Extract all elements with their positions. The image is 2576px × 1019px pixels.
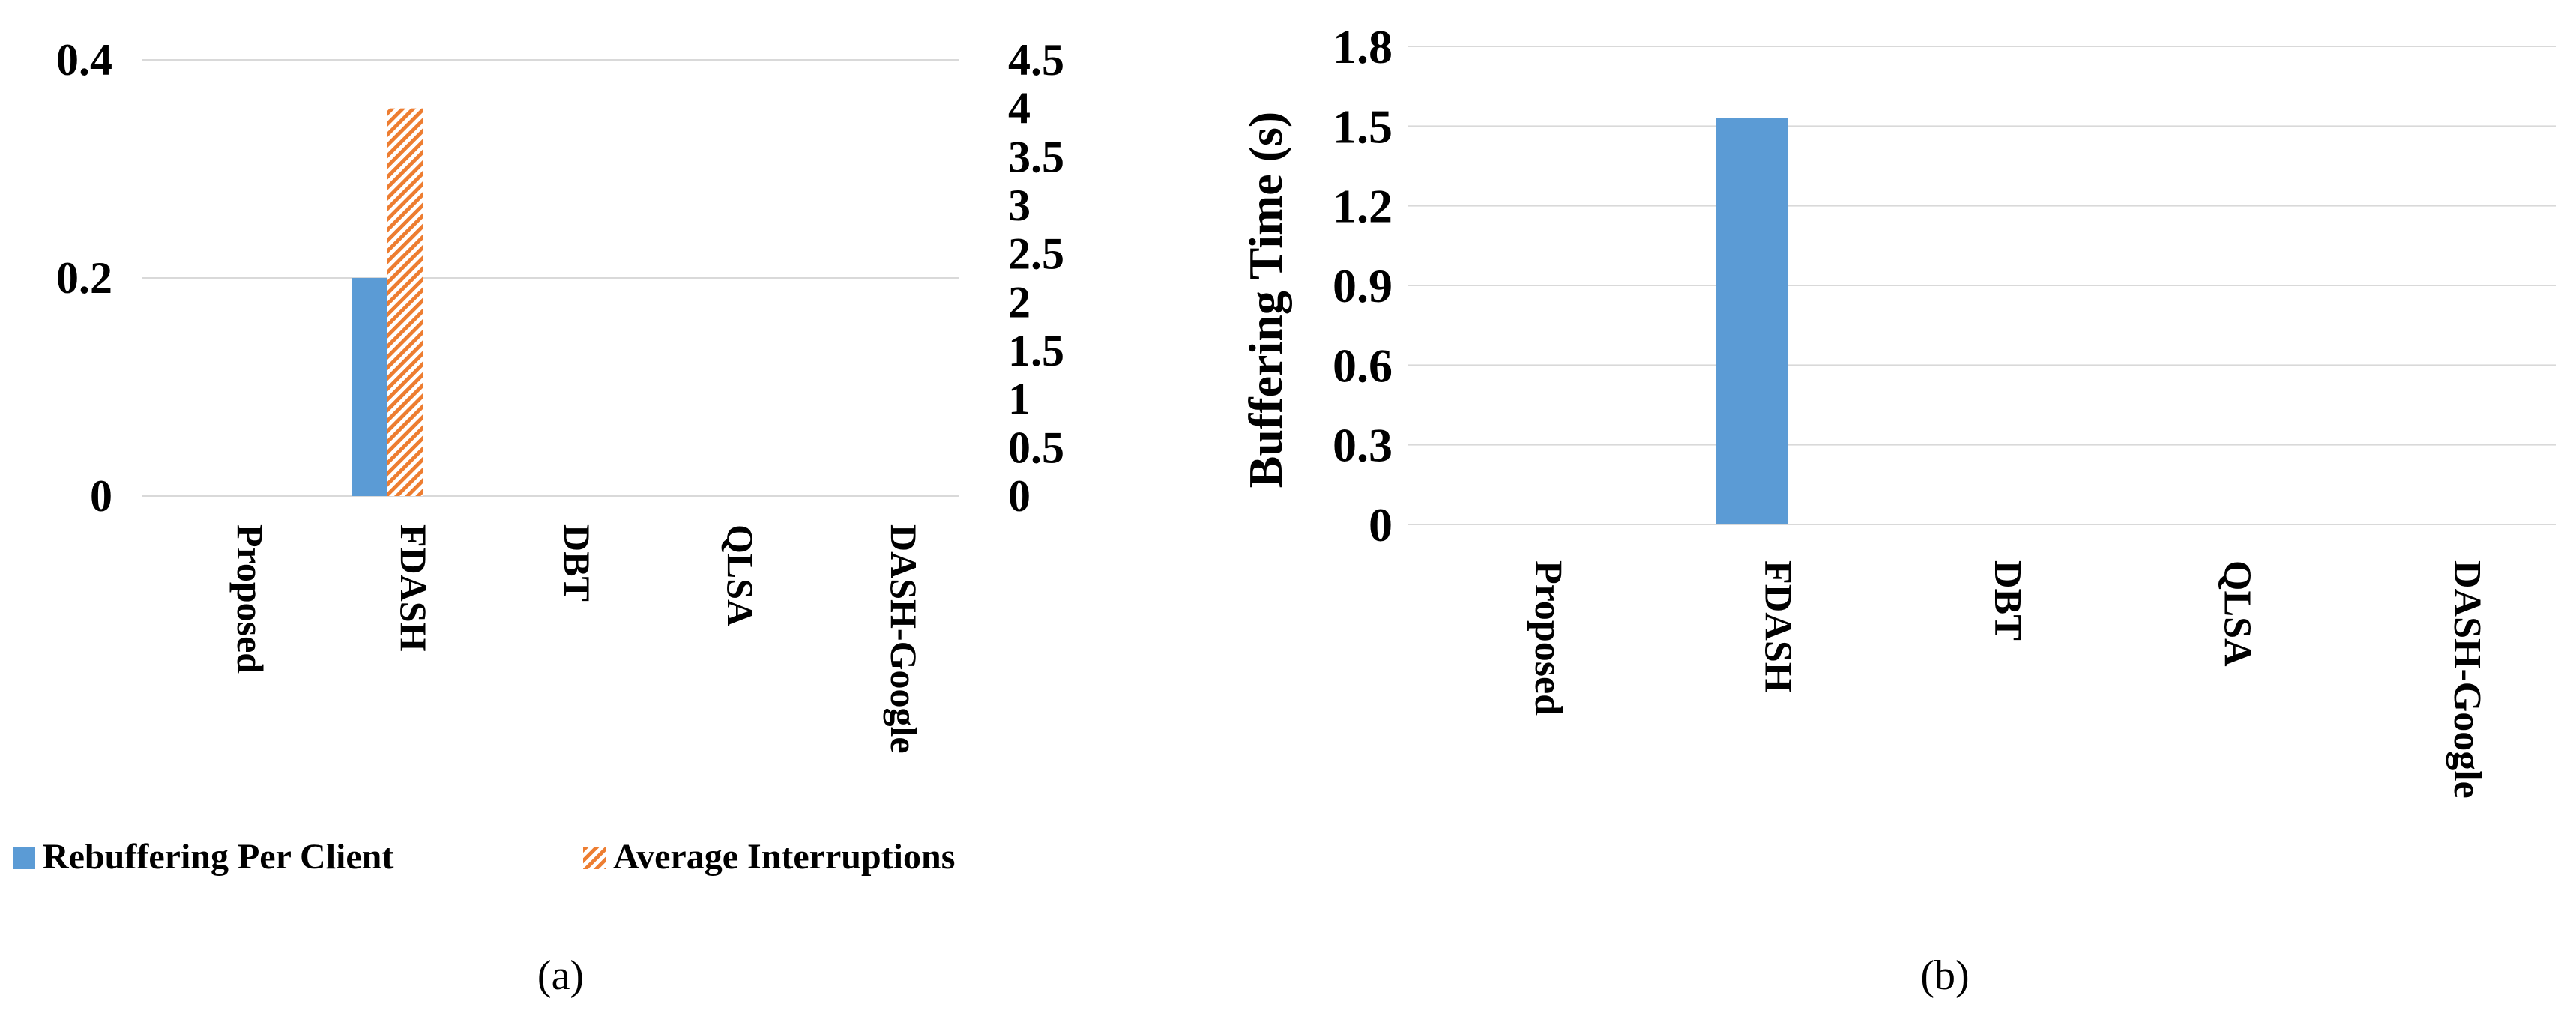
chart-b-caption: (b) bbox=[1920, 952, 1969, 999]
right-tick-label: 4 bbox=[1008, 84, 1031, 133]
chart-a-caption: (a) bbox=[537, 952, 584, 999]
y-tick-label: 1.8 bbox=[1333, 20, 1393, 73]
chart-b-bars bbox=[1716, 118, 1788, 524]
chart-a-left-axis-ticks: 0 0.2 0.4 bbox=[56, 35, 112, 521]
chart-b-category-labels: Proposed FDASH DBT QLSA DASH-Google bbox=[1527, 560, 2488, 799]
right-tick-label: 1 bbox=[1008, 375, 1031, 424]
legend-label-rebuffering: Rebuffering Per Client bbox=[43, 837, 393, 877]
bar-rebuffering-fdash bbox=[352, 278, 387, 496]
category-label-qlsa: QLSA bbox=[720, 524, 761, 626]
right-tick-label: 2 bbox=[1008, 277, 1031, 327]
category-label-dash-google: DASH-Google bbox=[883, 524, 925, 754]
y-tick-label: 0.6 bbox=[1333, 339, 1393, 392]
legend-swatch-rebuffering bbox=[13, 847, 35, 869]
y-tick-label: 1.2 bbox=[1333, 180, 1393, 233]
category-label-dash-google: DASH-Google bbox=[2446, 560, 2488, 799]
chart-a-right-axis-ticks: 00.511.522.533.544.5 bbox=[1008, 35, 1064, 521]
right-tick-label: 2.5 bbox=[1008, 229, 1064, 279]
chart-b-y-axis-ticks: 0 0.3 0.6 0.9 1.2 1.5 1.8 bbox=[1333, 20, 1393, 551]
right-tick-label: 0 bbox=[1008, 471, 1031, 521]
chart-a-legend: Rebuffering Per Client Average Interrupt… bbox=[13, 837, 955, 877]
chart-a-gridlines bbox=[142, 59, 959, 497]
right-tick-label: 3.5 bbox=[1008, 132, 1064, 181]
category-label-qlsa: QLSA bbox=[2215, 560, 2258, 667]
category-label-proposed: Proposed bbox=[229, 524, 271, 674]
legend-swatch-interruptions bbox=[583, 847, 606, 869]
chart-b: 0 0.3 0.6 0.9 1.2 1.5 1.8 Proposed FDASH DBT QLSA… bbox=[1239, 20, 2556, 999]
category-label-proposed: Proposed bbox=[1527, 560, 1569, 716]
chart-a-bars bbox=[352, 108, 423, 496]
chart-b-y-axis-label: Buffering Time (s) bbox=[1239, 112, 1292, 489]
right-tick-label: 3 bbox=[1008, 181, 1031, 230]
right-tick-label: 0.5 bbox=[1008, 423, 1064, 472]
left-tick-label: 0.4 bbox=[56, 35, 112, 85]
legend-label-interruptions: Average Interruptions bbox=[613, 837, 955, 877]
category-label-dbt: DBT bbox=[1986, 560, 2029, 641]
chart-a: 00.20.4 00.511.522.533.544.5 Proposed FDA… bbox=[13, 35, 1064, 999]
y-tick-label: 1.5 bbox=[1333, 100, 1393, 153]
chart-b-gridlines bbox=[1408, 46, 2556, 525]
bar-buffering-fdash bbox=[1716, 118, 1788, 524]
category-label-fdash: FDASH bbox=[1757, 560, 1800, 692]
right-tick-label: 4.5 bbox=[1008, 35, 1064, 85]
left-tick-label: 0 bbox=[90, 471, 112, 521]
chart-a-category-labels: Proposed FDASH DBT QLSA DASH-Google bbox=[229, 524, 925, 754]
right-tick-label: 1.5 bbox=[1008, 326, 1064, 375]
left-tick-label: 0.2 bbox=[56, 253, 112, 303]
y-tick-label: 0 bbox=[1369, 498, 1393, 551]
y-tick-label: 0.3 bbox=[1333, 419, 1393, 472]
category-label-fdash: FDASH bbox=[393, 524, 435, 652]
y-tick-label: 0.9 bbox=[1333, 259, 1393, 312]
bar-interruptions-fdash bbox=[387, 108, 423, 496]
category-label-dbt: DBT bbox=[556, 524, 598, 602]
